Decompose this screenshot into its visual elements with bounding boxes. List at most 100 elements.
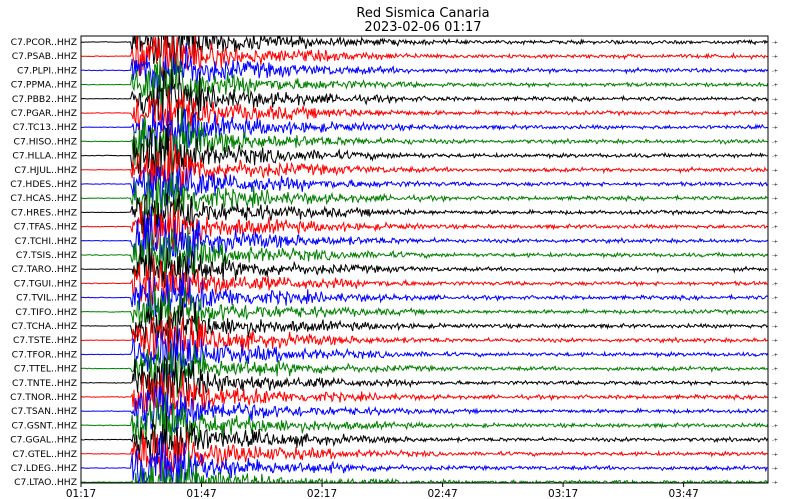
amplitude-scale-mark: -+ <box>772 338 778 344</box>
station-label: C7.TGUI..HHZ <box>14 278 77 289</box>
station-label: C7.GGAL..HHZ <box>10 435 77 446</box>
amplitude-scale-mark: -+ <box>772 267 778 273</box>
amplitude-scale-mark: -+ <box>772 239 778 245</box>
station-label: C7.PBB2..HHZ <box>12 94 77 105</box>
amplitude-scale-mark: -+ <box>772 111 778 117</box>
station-label: C7.PLPI..HHZ <box>17 65 77 76</box>
waveform-trace <box>81 201 768 255</box>
amplitude-scale-mark: -+ <box>772 367 778 373</box>
station-label: C7.TSIS..HHZ <box>16 250 77 261</box>
station-label: C7.TVIL..HHZ <box>16 293 77 304</box>
station-label: C7.PCOR..HHZ <box>11 37 77 48</box>
amplitude-scale-mark: -+ <box>772 423 778 429</box>
waveform-trace <box>81 36 768 74</box>
amplitude-scale-marks: -+ -+ -+ -+ -+ -+ -+ -+ -+ -+ -+ -+ -+ -+ -+ -+ -+ -+ -+ -+… <box>772 40 778 486</box>
waveform-trace <box>81 391 768 446</box>
station-label: C7.TARO..HHZ <box>11 264 77 275</box>
waveform-trace <box>81 69 768 133</box>
station-label: C7.TCHI..HHZ <box>15 236 77 247</box>
station-label: C7.TCHA..HHZ <box>11 321 77 332</box>
traces-group <box>81 36 768 483</box>
amplitude-scale-mark: -+ <box>772 438 778 444</box>
waveform-trace <box>81 328 768 394</box>
station-label: C7.HLLA..HHZ <box>12 151 77 162</box>
amplitude-scale-mark: -+ <box>772 324 778 330</box>
amplitude-scale-mark: -+ <box>772 480 778 486</box>
amplitude-scale-mark: -+ <box>772 182 778 188</box>
station-label: C7.TSAN..HHZ <box>11 406 77 417</box>
plot-frame <box>80 35 769 484</box>
waveform-trace <box>81 124 768 188</box>
amplitude-scale-mark: -+ <box>772 54 778 60</box>
waveform-trace <box>81 297 768 361</box>
station-label: C7.TFOR..HHZ <box>12 349 77 360</box>
waveform-trace <box>81 343 768 398</box>
waveform-trace <box>81 172 768 220</box>
amplitude-scale-mark: -+ <box>772 296 778 302</box>
station-labels: C7.PCOR..HHZ C7.PSAB..HHZ C7.PLPI..HHZ C7.P… <box>10 37 77 488</box>
x-tick-label: 03:17 <box>548 488 578 499</box>
waveform-trace <box>81 106 768 177</box>
amplitude-scale-mark: -+ <box>772 83 778 89</box>
x-tick-label: 02:47 <box>427 488 457 499</box>
amplitude-scale-mark: -+ <box>772 253 778 259</box>
station-label: C7.HISO..HHZ <box>14 136 77 147</box>
station-label: C7.HCAS..HHZ <box>10 193 77 204</box>
station-label: C7.PSAB..HHZ <box>12 51 77 62</box>
station-label: C7.TNOR..HHZ <box>10 392 77 403</box>
chart-subtitle: 2023-02-06 01:17 <box>364 20 481 35</box>
amplitude-scale-mark: -+ <box>772 281 778 287</box>
waveform-trace <box>81 242 768 289</box>
amplitude-scale-mark: -+ <box>772 225 778 231</box>
waveform-trace <box>81 190 768 239</box>
waveform-trace <box>81 133 768 203</box>
waveform-trace <box>81 57 768 113</box>
waveform-trace <box>81 88 768 136</box>
station-label: C7.GTEL..HHZ <box>13 449 77 460</box>
x-tick-label: 01:47 <box>186 488 216 499</box>
amplitude-scale-mark: -+ <box>772 352 778 358</box>
station-label: C7.TNTE..HHZ <box>12 378 77 389</box>
amplitude-scale-mark: -+ <box>772 466 778 472</box>
amplitude-scale-mark: -+ <box>772 381 778 387</box>
waveform-trace <box>81 36 768 79</box>
waveform-trace <box>81 228 768 279</box>
station-label: C7.TSTE..HHZ <box>13 335 77 346</box>
station-label: C7.LDEG..HHZ <box>11 463 77 474</box>
amplitude-scale-mark: -+ <box>772 139 778 145</box>
waveform-trace <box>81 371 768 423</box>
waveform-trace <box>81 412 768 462</box>
waveform-trace <box>81 432 768 483</box>
x-tick-label: 01:17 <box>66 488 96 499</box>
x-tick-label: 02:17 <box>307 488 337 499</box>
amplitude-scale-mark: -+ <box>772 68 778 74</box>
waveform-trace <box>81 285 768 334</box>
amplitude-scale-mark: -+ <box>772 310 778 316</box>
station-label: C7.HRES..HHZ <box>11 207 77 218</box>
amplitude-scale-mark: -+ <box>772 210 778 216</box>
waveform-trace <box>81 206 768 273</box>
waveform-trace <box>81 254 768 308</box>
waveform-trace <box>81 311 768 362</box>
station-label: C7.LTAO..HHZ <box>14 477 77 488</box>
station-label: C7.PGAR..HHZ <box>11 108 77 119</box>
waveform-trace <box>81 430 768 479</box>
station-label: C7.TTEL..HHZ <box>14 364 77 375</box>
waveform-trace <box>81 272 768 327</box>
chart-title: Red Sismica Canaria <box>356 6 489 21</box>
waveform-trace <box>81 385 768 434</box>
amplitude-scale-mark: -+ <box>772 168 778 174</box>
x-tick-label: 03:47 <box>668 488 698 499</box>
station-label: C7.TC13..HHZ <box>13 122 77 133</box>
station-label: C7.HDES..HHZ <box>10 179 77 190</box>
amplitude-scale-mark: -+ <box>772 196 778 202</box>
station-label: C7.GSNT..HHZ <box>12 420 77 431</box>
amplitude-scale-mark: -+ <box>772 125 778 131</box>
amplitude-scale-mark: -+ <box>772 409 778 415</box>
amplitude-scale-mark: -+ <box>772 452 778 458</box>
waveform-trace <box>81 104 768 156</box>
amplitude-scale-mark: -+ <box>772 395 778 401</box>
amplitude-scale-mark: -+ <box>772 40 778 46</box>
station-label: C7.TIFO..HHZ <box>15 307 77 318</box>
